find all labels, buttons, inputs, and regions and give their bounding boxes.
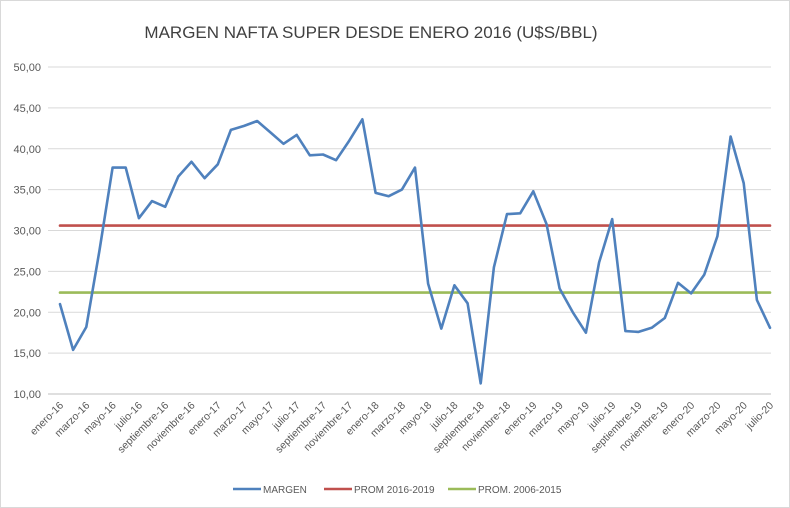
y-tick-label: 25,00 — [13, 266, 41, 278]
x-axis: enero-16marzo-16mayo-16julio-16septiembr… — [28, 400, 776, 456]
y-tick-label: 10,00 — [13, 389, 41, 401]
legend-label: MARGEN — [263, 485, 307, 496]
legend: MARGEN PROM 2016-2019 PROM. 2006-2015 — [233, 485, 562, 496]
y-tick-label: 20,00 — [13, 307, 41, 319]
y-tick-label: 35,00 — [13, 185, 41, 197]
series-lines — [58, 118, 772, 385]
y-axis: 10,00 15,00 20,00 25,00 30,00 35,00 40,00 45,00… — [13, 62, 41, 401]
series-line-margen — [58, 118, 772, 385]
legend-label: PROM 2016-2019 — [354, 485, 435, 496]
x-tick-label: julio-20 — [743, 400, 776, 433]
gridlines — [48, 66, 771, 395]
y-tick-label: 45,00 — [13, 103, 41, 115]
chart-title: MARGEN NAFTA SUPER DESDE ENERO 2016 (U$S… — [144, 23, 598, 42]
y-tick-label: 15,00 — [13, 348, 41, 360]
y-tick-label: 40,00 — [13, 144, 41, 156]
y-tick-label: 50,00 — [13, 62, 41, 74]
y-tick-label: 30,00 — [13, 226, 41, 238]
legend-label: PROM. 2006-2015 — [478, 485, 562, 496]
